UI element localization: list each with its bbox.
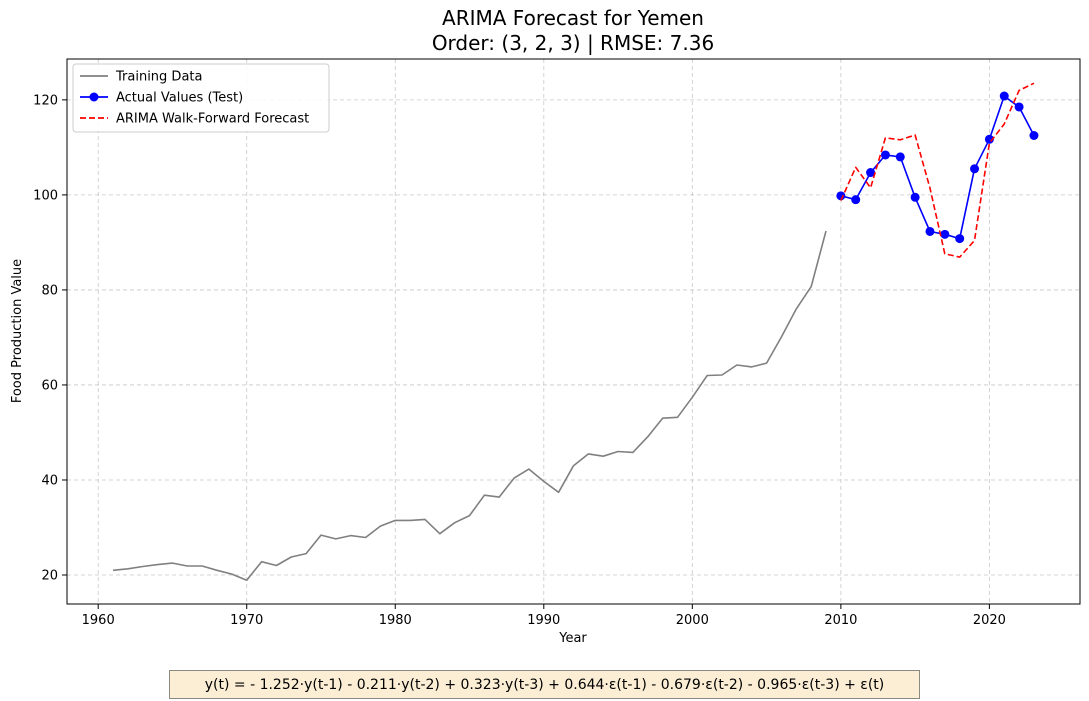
actual-values-point: [970, 164, 980, 174]
actual-values-point: [910, 192, 920, 202]
x-tick-label: 2010: [824, 613, 857, 628]
training-data-line: [112, 230, 827, 582]
formula-box: y(t) = - 1.252·y(t-1) - 0.211·y(t-2) + 0…: [169, 670, 920, 699]
actual-values-point: [940, 229, 950, 239]
grid: [67, 59, 1080, 604]
actual-values-line: [840, 95, 1035, 240]
x-axis-label: Year: [558, 631, 587, 646]
x-tick-label: 2020: [973, 613, 1006, 628]
actual-values-point: [866, 168, 876, 178]
y-tick-label: 60: [41, 378, 58, 393]
legend-item-training: Training Data: [80, 70, 202, 85]
actual-values-point: [984, 134, 994, 144]
actual-values-point: [1029, 130, 1039, 140]
y-tick-label: 120: [33, 93, 58, 108]
chart-title-line-2: Order: (3, 2, 3) | RMSE: 7.36: [432, 31, 714, 55]
plot-area-frame: [66, 58, 1081, 605]
chart-title-line-1: ARIMA Forecast for Yemen: [442, 6, 704, 30]
legend-box: [72, 63, 330, 133]
formula-text: y(t) = - 1.252·y(t-1) - 0.211·y(t-2) + 0…: [204, 676, 885, 693]
legend-label-actual: Actual Values (Test): [116, 91, 243, 106]
actual-values-point: [851, 195, 861, 205]
x-tick-label: 1990: [527, 613, 560, 628]
actual-values-point: [925, 226, 935, 236]
y-tick-label: 100: [33, 188, 58, 203]
x-tick-label: 1970: [230, 613, 263, 628]
legend-item-actual: Actual Values (Test): [80, 91, 243, 106]
y-tick-label: 80: [41, 283, 58, 298]
actual-values-point: [999, 91, 1009, 101]
actual-values-point: [1014, 102, 1024, 112]
legend-item-forecast: ARIMA Walk-Forward Forecast: [80, 112, 309, 127]
series-layer: [112, 82, 1039, 582]
actual-values-point: [836, 191, 846, 201]
y-tick-label: 20: [41, 569, 58, 584]
legend: Training Data Actual Values (Test) ARIMA…: [72, 63, 330, 133]
axis-ticks: 1960 1970 1980 1990 2000 2010 2020204060801001…: [33, 93, 1006, 628]
legend-marker-actual: [89, 92, 99, 102]
legend-label-training: Training Data: [115, 70, 202, 85]
actual-values-point: [880, 150, 890, 160]
x-tick-label: 1960: [82, 613, 115, 628]
legend-label-forecast: ARIMA Walk-Forward Forecast: [116, 112, 309, 127]
forecast-line: [840, 82, 1035, 258]
x-tick-label: 2000: [676, 613, 709, 628]
x-tick-label: 1980: [379, 613, 412, 628]
actual-values-point: [895, 152, 905, 162]
y-axis-label: Food Production Value: [10, 259, 25, 403]
y-tick-label: 40: [41, 473, 58, 488]
actual-values-point: [955, 234, 965, 244]
